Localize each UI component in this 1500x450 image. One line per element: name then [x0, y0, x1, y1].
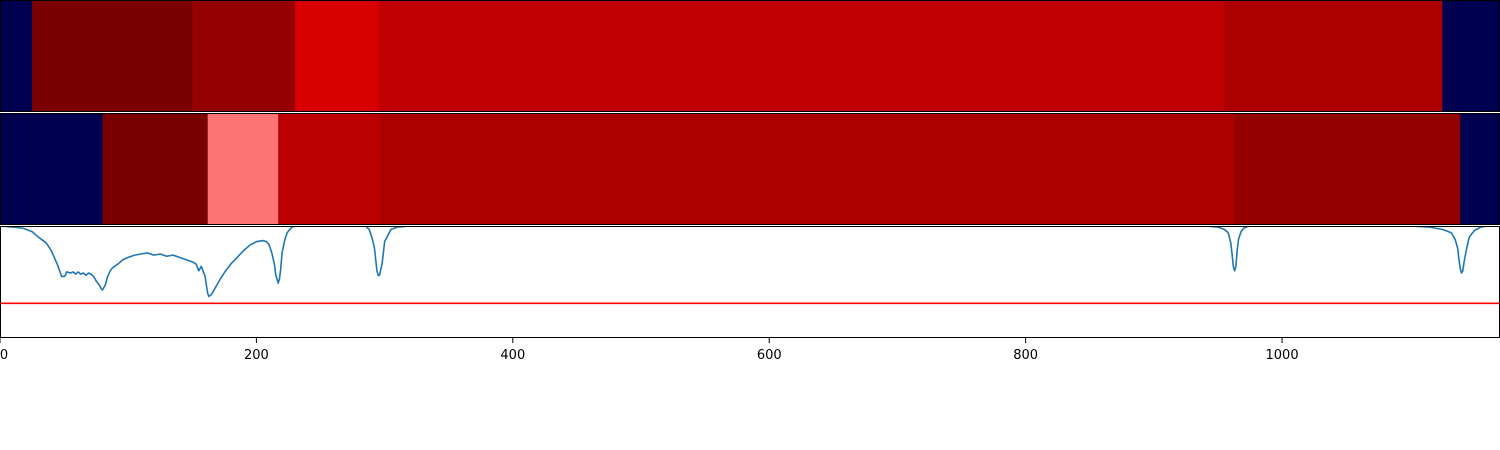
heatmap-row-1-cell-1	[32, 0, 193, 112]
heatmap-row-1-cell-0	[0, 0, 33, 112]
x-axis: 0 200 400 600 800 1000	[0, 338, 1299, 363]
heatmap-row-1-cell-5	[1224, 0, 1443, 112]
heatmap-row-2-cell-0	[0, 113, 104, 225]
x-tick-label-0: 0	[0, 348, 8, 363]
x-tick-label-800: 800	[1013, 348, 1038, 363]
heatmap-row-2-cell-5	[1234, 113, 1461, 225]
heatmap-row-1-cell-3	[294, 0, 379, 112]
heatmap-row-2-cell-1	[102, 113, 209, 225]
heatmap-row-1	[0, 0, 1500, 112]
line-panel	[0, 226, 1500, 338]
heatmap-row-2-cell-2	[207, 113, 279, 225]
x-tick-label-200: 200	[244, 348, 269, 363]
x-tick-label-1000: 1000	[1266, 348, 1299, 363]
signal-line	[0, 226, 1500, 298]
heatmap-row-1-cell-6	[1442, 0, 1500, 112]
heatmap-row-2-cell-3	[278, 113, 382, 225]
x-tick-label-400: 400	[500, 348, 525, 363]
heatmap-row-1-cell-4	[378, 0, 1225, 112]
heatmap-row-2	[0, 113, 1500, 225]
x-tick-label-600: 600	[757, 348, 782, 363]
heatmap-row-2-cell-4	[380, 113, 1236, 225]
heatmap-row-1-cell-2	[192, 0, 296, 112]
line-panel-background	[0, 226, 1500, 338]
heatmap-row-2-cell-6	[1460, 113, 1500, 225]
